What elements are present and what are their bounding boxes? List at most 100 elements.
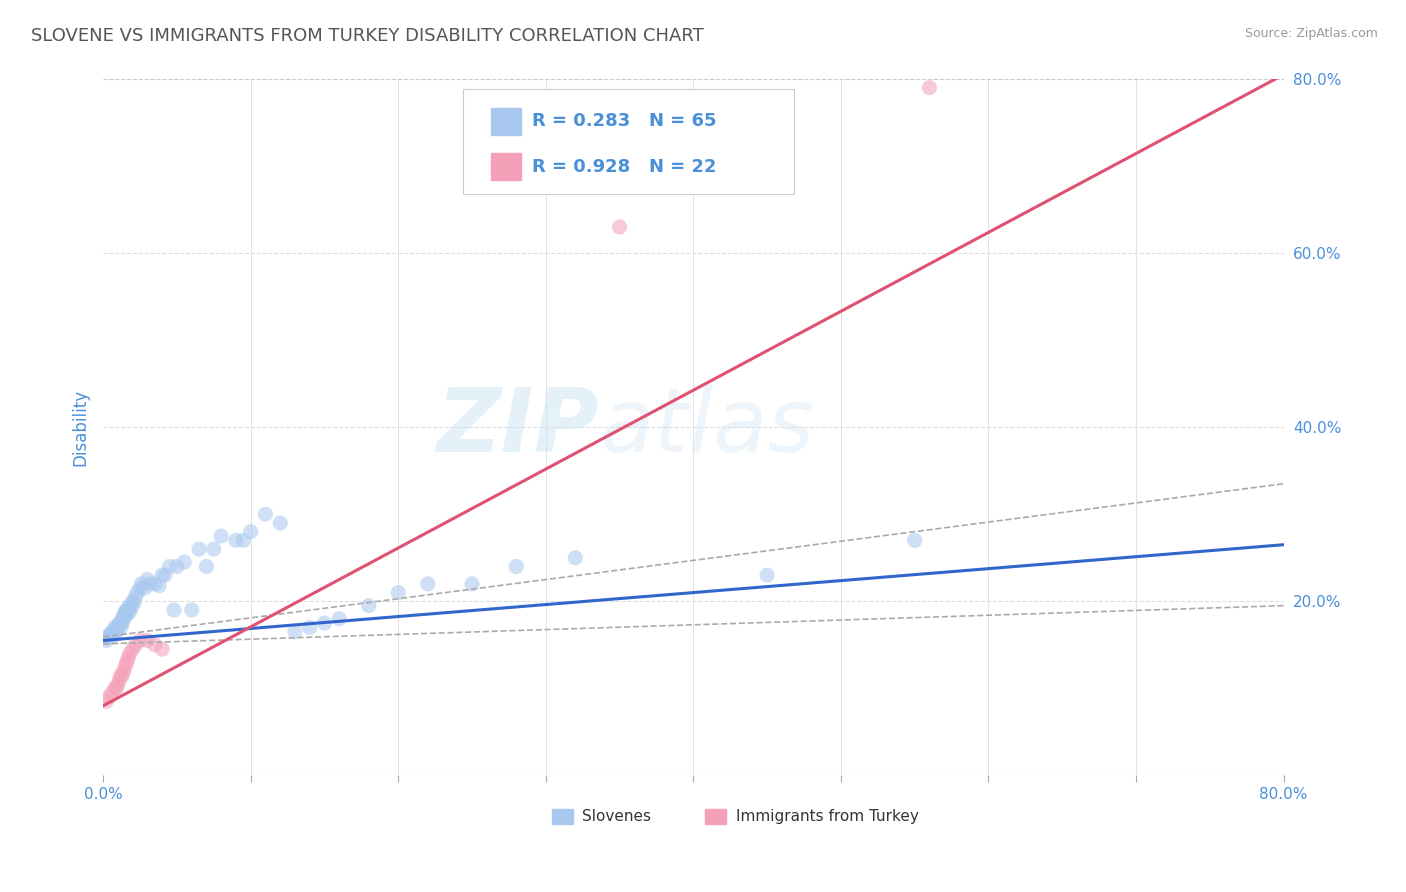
Point bbox=[904, 533, 927, 548]
Point bbox=[104, 620, 127, 634]
Point bbox=[314, 615, 336, 630]
Point bbox=[269, 516, 291, 530]
Point bbox=[112, 612, 135, 626]
Text: atlas: atlas bbox=[599, 384, 814, 470]
Point bbox=[232, 533, 254, 548]
Point bbox=[117, 651, 139, 665]
Point bbox=[108, 673, 131, 687]
Point bbox=[111, 612, 134, 626]
Point bbox=[112, 664, 135, 678]
Point bbox=[94, 633, 117, 648]
Point bbox=[254, 508, 277, 522]
Point bbox=[357, 599, 380, 613]
Point bbox=[416, 577, 439, 591]
Point bbox=[100, 627, 122, 641]
Point bbox=[461, 577, 484, 591]
Point bbox=[124, 638, 146, 652]
Point bbox=[148, 579, 170, 593]
Bar bbox=[492, 153, 522, 180]
Point bbox=[143, 638, 166, 652]
Point bbox=[118, 605, 141, 619]
Point bbox=[564, 550, 586, 565]
Point bbox=[101, 624, 124, 639]
Point bbox=[110, 668, 132, 682]
Point bbox=[195, 559, 218, 574]
Point bbox=[107, 677, 129, 691]
Text: Slovenes: Slovenes bbox=[582, 809, 651, 824]
Bar bbox=[492, 108, 522, 135]
Point bbox=[115, 607, 138, 622]
FancyBboxPatch shape bbox=[463, 89, 793, 194]
Point bbox=[115, 603, 138, 617]
Point bbox=[180, 603, 202, 617]
Point bbox=[756, 568, 779, 582]
Point bbox=[136, 573, 159, 587]
Text: Immigrants from Turkey: Immigrants from Turkey bbox=[735, 809, 918, 824]
Point bbox=[110, 615, 132, 630]
Point bbox=[118, 647, 141, 661]
Point bbox=[103, 629, 125, 643]
Point bbox=[209, 529, 232, 543]
Point bbox=[125, 585, 148, 599]
Point bbox=[98, 690, 121, 704]
Point bbox=[139, 577, 162, 591]
Point bbox=[166, 559, 188, 574]
Point bbox=[163, 603, 186, 617]
Text: ZIP: ZIP bbox=[436, 384, 599, 471]
Point bbox=[108, 615, 131, 630]
Point bbox=[101, 686, 124, 700]
Point bbox=[143, 577, 166, 591]
Point bbox=[159, 559, 181, 574]
Bar bbox=[551, 809, 572, 824]
Point bbox=[105, 624, 128, 639]
Point bbox=[118, 599, 141, 613]
Y-axis label: Disability: Disability bbox=[72, 389, 89, 466]
Text: R = 0.283   N = 65: R = 0.283 N = 65 bbox=[531, 112, 716, 129]
Point bbox=[505, 559, 527, 574]
Point bbox=[111, 668, 134, 682]
Point bbox=[173, 555, 195, 569]
Point bbox=[153, 568, 176, 582]
Point bbox=[284, 624, 307, 639]
Point bbox=[122, 596, 145, 610]
Point bbox=[115, 655, 138, 669]
Point bbox=[609, 219, 631, 234]
Point bbox=[112, 607, 135, 622]
Point bbox=[114, 609, 136, 624]
Point bbox=[129, 633, 152, 648]
Point bbox=[120, 600, 142, 615]
Point bbox=[298, 620, 321, 634]
Point bbox=[328, 612, 350, 626]
Point bbox=[136, 633, 159, 648]
Point bbox=[110, 620, 132, 634]
Point bbox=[117, 603, 139, 617]
Point bbox=[107, 622, 129, 636]
Point bbox=[105, 681, 128, 696]
Point bbox=[117, 601, 139, 615]
Point bbox=[121, 642, 143, 657]
Point bbox=[150, 568, 173, 582]
Text: R = 0.928   N = 22: R = 0.928 N = 22 bbox=[531, 158, 716, 176]
Text: Source: ZipAtlas.com: Source: ZipAtlas.com bbox=[1244, 27, 1378, 40]
Point bbox=[188, 542, 211, 557]
Point bbox=[114, 659, 136, 673]
Point bbox=[129, 581, 152, 595]
Point bbox=[96, 629, 118, 643]
Point bbox=[387, 585, 409, 599]
Point bbox=[104, 681, 127, 696]
Text: SLOVENE VS IMMIGRANTS FROM TURKEY DISABILITY CORRELATION CHART: SLOVENE VS IMMIGRANTS FROM TURKEY DISABI… bbox=[31, 27, 703, 45]
Point bbox=[107, 618, 129, 632]
Point bbox=[918, 80, 941, 95]
Point bbox=[114, 605, 136, 619]
Point bbox=[150, 642, 173, 657]
Point bbox=[202, 542, 225, 557]
Point bbox=[131, 577, 153, 591]
Bar bbox=[706, 809, 727, 824]
Point bbox=[121, 594, 143, 608]
Point bbox=[98, 631, 121, 645]
Point bbox=[134, 581, 156, 595]
Point bbox=[239, 524, 262, 539]
Point bbox=[225, 533, 247, 548]
Point bbox=[111, 615, 134, 630]
Point bbox=[94, 694, 117, 708]
